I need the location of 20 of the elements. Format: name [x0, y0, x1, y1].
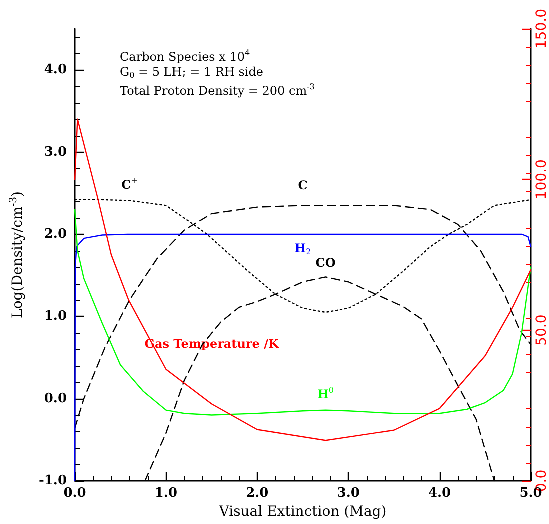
- x-tick-label: 1.0: [154, 486, 178, 501]
- y2-tick-label: 50.0: [534, 314, 549, 346]
- y-tick-label: -1.0: [38, 474, 67, 488]
- y-tick-label: 0.0: [44, 391, 67, 406]
- x-tick-label: 2.0: [246, 486, 269, 501]
- series-label: C+: [122, 176, 138, 192]
- series-label: C: [298, 178, 308, 193]
- series-label: CO: [316, 256, 336, 270]
- y-tick-label: 4.0: [44, 62, 67, 78]
- y-tick-label: 1.0: [44, 309, 67, 324]
- x-axis-title: Visual Extinction (Mag): [218, 504, 387, 520]
- y2-tick-label: 150.0: [534, 8, 549, 50]
- x-tick-label: 0.0: [64, 486, 86, 501]
- line-series: [74, 118, 532, 442]
- y-tick-label: 2.0: [44, 226, 67, 242]
- y2-tick-label: 100.0: [534, 160, 549, 200]
- y-tick-label: 3.0: [44, 144, 67, 160]
- x-tick-label: 3.0: [337, 486, 360, 501]
- y-axis-title: Log(Density/cm-3): [8, 192, 26, 318]
- x-tick-label: 4.0: [428, 486, 452, 501]
